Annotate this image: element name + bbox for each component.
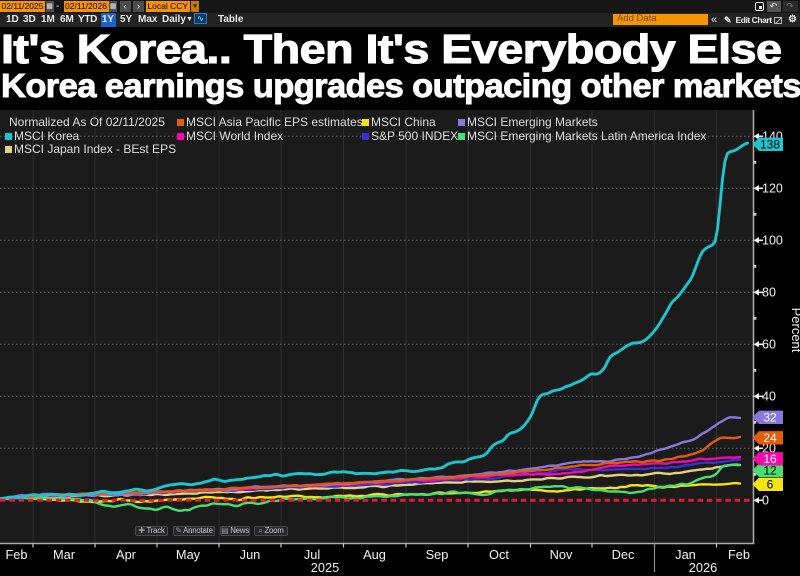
svg-text:Percent: Percent [789,308,800,353]
svg-text:Feb: Feb [728,547,750,562]
svg-text:120: 120 [762,182,783,196]
svg-text:Nov: Nov [550,547,573,562]
svg-text:16: 16 [763,452,777,466]
svg-text:100: 100 [762,234,783,248]
svg-text:Dec: Dec [612,547,635,562]
svg-text:Aug: Aug [363,547,386,562]
svg-text:Mar: Mar [53,547,76,562]
svg-text:Jan: Jan [675,547,696,562]
svg-text:Apr: Apr [116,547,137,562]
svg-text:May: May [176,547,201,562]
svg-text:Jul: Jul [304,547,320,562]
svg-text:32: 32 [763,411,777,425]
svg-text:Sep: Sep [426,547,449,562]
svg-text:Feb: Feb [5,547,27,562]
svg-text:12: 12 [763,464,777,478]
svg-text:Jun: Jun [240,547,261,562]
svg-text:0: 0 [762,494,769,508]
svg-text:2025: 2025 [311,560,339,575]
svg-text:2026: 2026 [689,560,717,575]
svg-text:Oct: Oct [489,547,509,562]
svg-text:80: 80 [762,286,776,300]
svg-text:6: 6 [767,478,774,492]
svg-text:138: 138 [760,138,780,152]
svg-text:40: 40 [762,390,776,404]
svg-text:60: 60 [762,338,776,352]
svg-text:24: 24 [763,431,777,445]
